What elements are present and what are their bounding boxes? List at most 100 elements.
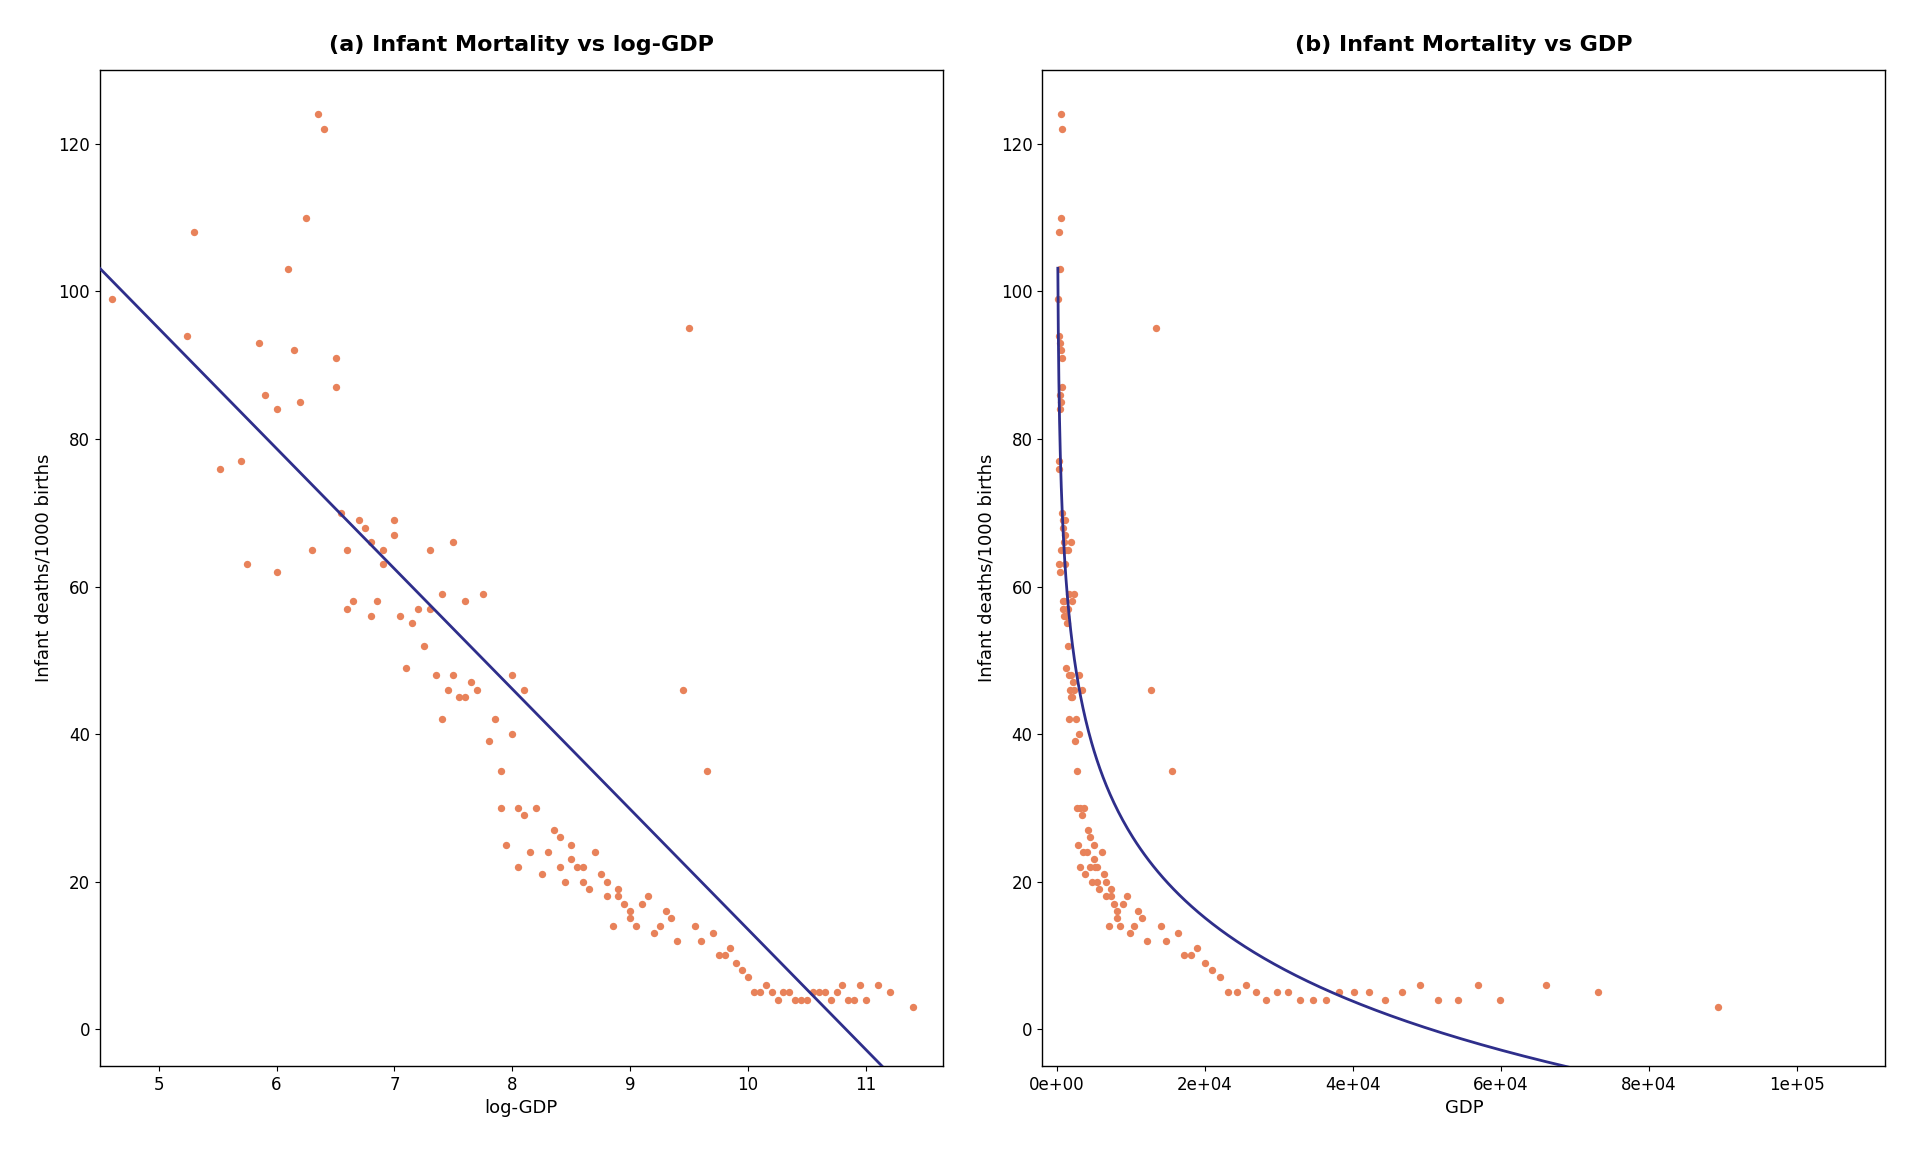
Point bbox=[1048, 607, 1079, 626]
Point bbox=[1703, 998, 1734, 1016]
Point bbox=[822, 983, 852, 1001]
Point bbox=[227, 452, 257, 470]
Point bbox=[580, 843, 611, 862]
Point bbox=[568, 872, 599, 890]
Point bbox=[810, 983, 841, 1001]
Point bbox=[1043, 223, 1073, 242]
Point bbox=[762, 991, 793, 1009]
Point bbox=[1075, 857, 1106, 876]
Point bbox=[1069, 798, 1100, 817]
Point bbox=[1298, 991, 1329, 1009]
Point bbox=[432, 681, 463, 699]
Point bbox=[1085, 880, 1116, 899]
Point bbox=[326, 503, 357, 522]
Point bbox=[1060, 710, 1091, 728]
Point bbox=[1338, 983, 1369, 1001]
Point bbox=[1119, 917, 1150, 935]
Point bbox=[1066, 798, 1096, 817]
Point bbox=[273, 260, 303, 279]
Point bbox=[1091, 887, 1121, 905]
Point bbox=[1052, 614, 1083, 632]
Point bbox=[1484, 991, 1515, 1009]
Point bbox=[1060, 733, 1091, 751]
Point bbox=[1196, 961, 1227, 979]
Point bbox=[1188, 954, 1219, 972]
Point bbox=[591, 887, 622, 905]
Point bbox=[1169, 946, 1200, 964]
Point bbox=[768, 983, 799, 1001]
Point bbox=[497, 725, 528, 743]
Point bbox=[1423, 991, 1453, 1009]
Point bbox=[697, 924, 728, 942]
Point bbox=[321, 378, 351, 396]
Point bbox=[632, 887, 662, 905]
Point bbox=[1050, 511, 1081, 530]
Point bbox=[645, 917, 676, 935]
Point bbox=[461, 681, 492, 699]
Point bbox=[780, 991, 810, 1009]
Point bbox=[303, 105, 334, 123]
Point bbox=[1077, 872, 1108, 890]
Point bbox=[1102, 902, 1133, 920]
Point bbox=[862, 976, 893, 994]
Point bbox=[739, 983, 770, 1001]
Point bbox=[1073, 820, 1104, 839]
Point bbox=[474, 733, 505, 751]
Point bbox=[332, 599, 363, 617]
Point bbox=[1221, 983, 1252, 1001]
Point bbox=[899, 998, 929, 1016]
Point bbox=[1075, 828, 1106, 847]
Point bbox=[568, 857, 599, 876]
Point bbox=[1240, 983, 1271, 1001]
Point bbox=[1058, 681, 1089, 699]
Title: (b) Infant Mortality vs GDP: (b) Infant Mortality vs GDP bbox=[1296, 35, 1632, 55]
Point bbox=[851, 991, 881, 1009]
Point bbox=[1054, 681, 1085, 699]
Point bbox=[668, 681, 699, 699]
Point bbox=[1089, 865, 1119, 884]
Point bbox=[1066, 806, 1096, 825]
Point bbox=[1052, 599, 1083, 617]
Title: (a) Infant Mortality vs log-GDP: (a) Infant Mortality vs log-GDP bbox=[328, 35, 714, 55]
Point bbox=[1064, 835, 1094, 854]
Point bbox=[1096, 887, 1127, 905]
Point bbox=[1083, 857, 1114, 876]
Y-axis label: Infant deaths/1000 births: Infant deaths/1000 births bbox=[35, 454, 52, 682]
Point bbox=[1048, 592, 1079, 611]
Point bbox=[1043, 289, 1073, 308]
Point bbox=[728, 961, 758, 979]
Point bbox=[691, 761, 722, 780]
Point bbox=[1066, 857, 1096, 876]
Point bbox=[797, 983, 828, 1001]
Point bbox=[651, 902, 682, 920]
Point bbox=[538, 820, 568, 839]
Point bbox=[503, 798, 534, 817]
Point bbox=[1044, 260, 1075, 279]
Point bbox=[549, 872, 580, 890]
Point bbox=[232, 555, 263, 574]
Point bbox=[179, 223, 209, 242]
Point bbox=[250, 386, 280, 404]
Point bbox=[409, 636, 440, 654]
Point bbox=[1052, 540, 1083, 559]
Point bbox=[1052, 636, 1083, 654]
Point bbox=[1069, 865, 1100, 884]
Point bbox=[367, 555, 397, 574]
Point bbox=[751, 976, 781, 994]
Point bbox=[756, 983, 787, 1001]
Point bbox=[1309, 991, 1340, 1009]
Point bbox=[1046, 209, 1077, 227]
Point bbox=[1066, 681, 1096, 699]
Point bbox=[426, 710, 457, 728]
Point bbox=[603, 887, 634, 905]
Y-axis label: Infant deaths/1000 births: Infant deaths/1000 births bbox=[977, 454, 995, 682]
Point bbox=[244, 334, 275, 353]
Point bbox=[1079, 850, 1110, 869]
Point bbox=[833, 991, 864, 1009]
Point bbox=[321, 349, 351, 367]
Point bbox=[557, 850, 588, 869]
Point bbox=[1386, 983, 1417, 1001]
Point bbox=[205, 460, 236, 478]
Point bbox=[828, 976, 858, 994]
Point bbox=[438, 666, 468, 684]
